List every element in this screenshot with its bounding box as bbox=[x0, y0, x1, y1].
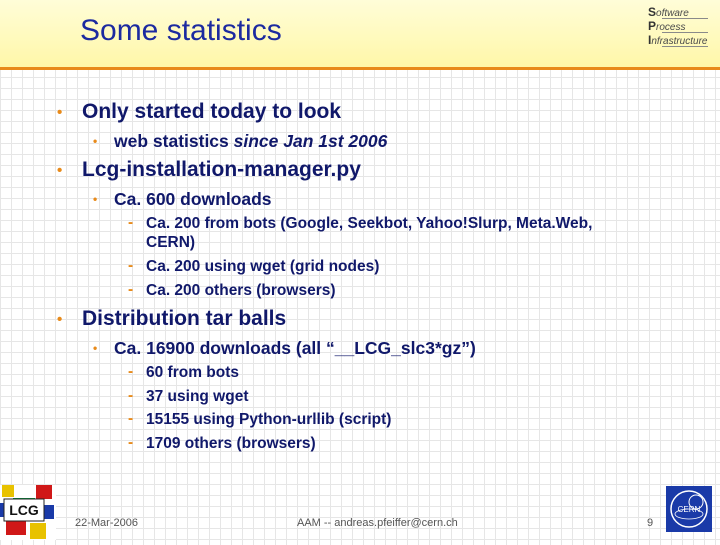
bullet-dot: • bbox=[57, 162, 63, 179]
spi-logo-line-software: Software bbox=[642, 6, 708, 20]
footer-page-number: 9 bbox=[647, 517, 654, 529]
dash-item-text: 1709 others (browsers) bbox=[146, 435, 316, 452]
subbullet-dot: • bbox=[93, 134, 98, 148]
subbullet-text: Ca. 600 downloads bbox=[114, 189, 272, 209]
spi-logo-line-infrastructure: Infrastructure bbox=[642, 34, 708, 48]
subbullet-text: Ca. 16900 downloads (all “__LCG_slc3*gz”… bbox=[114, 338, 476, 358]
dash-glyph: - bbox=[128, 363, 134, 380]
bullet-text: Only started today to look bbox=[82, 100, 342, 123]
bullet-dot: • bbox=[57, 104, 63, 121]
dash-glyph: - bbox=[128, 257, 134, 274]
dash-glyph: - bbox=[128, 387, 134, 404]
slide-header: Some statistics Software Process Infrast… bbox=[0, 0, 720, 70]
dash-glyph: - bbox=[128, 410, 134, 427]
bullet-text: Distribution tar balls bbox=[82, 307, 287, 330]
cern-logo: CERN bbox=[666, 486, 712, 532]
dash-item-text: 37 using wget bbox=[146, 388, 249, 405]
dash-item-text: Ca. 200 using wget (grid nodes) bbox=[146, 258, 380, 275]
cern-logo-text: CERN bbox=[678, 505, 701, 514]
dash-glyph: - bbox=[128, 434, 134, 451]
dash-item-text: CERN) bbox=[146, 234, 196, 251]
dash-glyph: - bbox=[128, 281, 134, 298]
subbullet-dot: • bbox=[93, 192, 98, 206]
lcg-logo-text: LCG bbox=[9, 502, 39, 518]
dash-item-text: 60 from bots bbox=[146, 364, 240, 381]
lcg-logo: LCG bbox=[0, 485, 56, 540]
subbullet-text: web statistics since Jan 1st 2006 bbox=[114, 131, 388, 151]
footer-author: AAM -- andreas.pfeiffer@cern.ch bbox=[297, 517, 458, 529]
bullet-text: Lcg-installation-manager.py bbox=[82, 158, 361, 181]
spi-logo: Software Process Infrastructure bbox=[642, 6, 708, 50]
footer-date: 22-Mar-2006 bbox=[75, 517, 138, 529]
slide-title: Some statistics bbox=[80, 14, 282, 47]
bullet-dot: • bbox=[57, 311, 63, 328]
subbullet-dot: • bbox=[93, 341, 98, 355]
spi-logo-line-process: Process bbox=[642, 20, 708, 34]
dash-item-text: Ca. 200 from bots (Google, Seekbot, Yaho… bbox=[146, 215, 593, 232]
dash-item-text: 15155 using Python-urllib (script) bbox=[146, 411, 392, 428]
dash-glyph: - bbox=[128, 214, 134, 231]
dash-item-text: Ca. 200 others (browsers) bbox=[146, 282, 336, 299]
